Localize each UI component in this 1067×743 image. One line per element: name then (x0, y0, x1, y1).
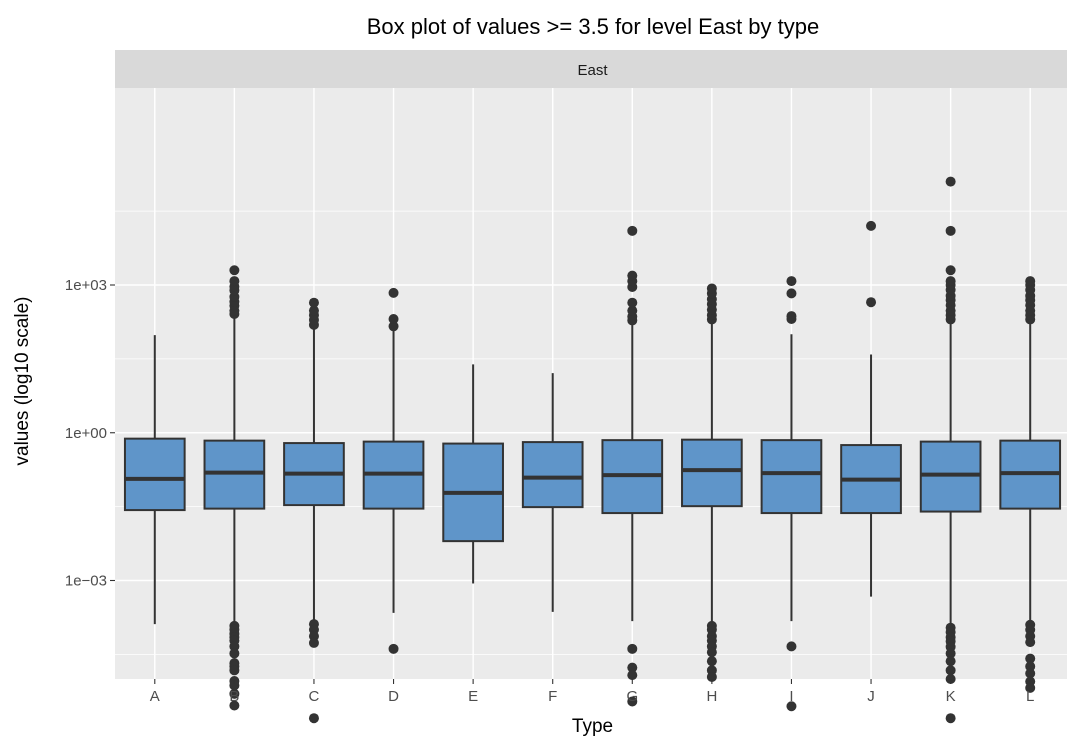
box-group-D (362, 287, 425, 654)
outlier-point (1025, 653, 1036, 664)
box-iqr (123, 437, 186, 512)
y-tick-label: 1e+00 (65, 425, 107, 442)
outlier-point (388, 287, 399, 298)
box-group-E (442, 364, 504, 584)
facet-strip (115, 50, 1067, 88)
box-iqr (681, 438, 743, 508)
outlier-point (945, 656, 956, 667)
x-tick-label: A (150, 688, 160, 705)
outlier-point (786, 288, 797, 299)
box-group-G (601, 225, 664, 707)
box-group-H (681, 283, 743, 682)
x-tick-label: J (867, 688, 875, 705)
outlier-point (1025, 276, 1036, 287)
box-group-F (521, 373, 584, 612)
minor-gridlines (115, 210, 1067, 655)
outlier-point (627, 270, 638, 281)
outlier-point (229, 700, 240, 711)
x-tick-label: L (1026, 688, 1034, 705)
outlier-point (388, 321, 399, 332)
y-tick-label: 1e+03 (65, 277, 107, 294)
box-group-A (123, 335, 186, 625)
outlier-point (1025, 668, 1036, 679)
outlier-point (1025, 661, 1036, 672)
outlier-point (229, 688, 240, 699)
facet-strip-label: East (577, 62, 608, 79)
outlier-point (706, 656, 717, 667)
outlier-point (866, 220, 877, 231)
outlier-point (706, 647, 717, 658)
outlier-point (388, 314, 399, 325)
outlier-point (229, 648, 240, 659)
outlier-point (945, 176, 956, 187)
box-iqr (521, 441, 584, 509)
outlier-point (945, 265, 956, 276)
outlier-point (229, 641, 240, 652)
outlier-point (308, 637, 319, 648)
outlier-point (308, 297, 319, 308)
outlier-point (627, 696, 638, 707)
outlier-point (706, 671, 717, 682)
x-tick-label: E (468, 688, 478, 705)
box-group-J (840, 220, 902, 597)
outlier-point (1025, 682, 1036, 693)
x-tick-label: D (388, 688, 399, 705)
box-group-B (203, 265, 266, 711)
x-tick-label: K (946, 688, 956, 705)
outlier-point (229, 276, 240, 287)
outlier-point (945, 665, 956, 676)
x-tick-label: I (789, 688, 793, 705)
outlier-point (945, 713, 956, 724)
outlier-point (786, 311, 797, 322)
outlier-point (627, 225, 638, 236)
outlier-point (945, 276, 956, 287)
box-group-L (999, 276, 1062, 693)
box-group-C (283, 297, 345, 724)
outlier-point (786, 701, 797, 712)
x-tick-label: C (309, 688, 320, 705)
outlier-point (308, 305, 319, 316)
outlier-point (229, 265, 240, 276)
box-iqr (760, 439, 823, 515)
outlier-point (786, 276, 797, 287)
x-tick-label: G (626, 688, 638, 705)
outlier-point (627, 643, 638, 654)
chart-title: Box plot of values >= 3.5 for level East… (367, 14, 819, 39)
x-tick-label: H (706, 688, 717, 705)
box-group-K (919, 176, 982, 724)
outlier-point (627, 662, 638, 673)
outlier-point (627, 305, 638, 316)
outlier-point (229, 680, 240, 691)
outlier-point (945, 225, 956, 236)
y-axis: 1e−03 1e+00 1e+03 (65, 277, 115, 590)
x-tick-label: F (548, 688, 557, 705)
outlier-point (866, 297, 877, 308)
x-tick-label: B (229, 688, 239, 705)
plot-panel (115, 88, 1067, 679)
outlier-point (706, 283, 717, 294)
boxplot-series (123, 176, 1062, 724)
outlier-point (229, 665, 240, 676)
outlier-point (308, 713, 319, 724)
outlier-point (1025, 637, 1036, 648)
outlier-point (627, 297, 638, 308)
outlier-point (945, 648, 956, 659)
box-group-I (760, 276, 823, 712)
outlier-point (388, 643, 399, 654)
outlier-point (786, 641, 797, 652)
y-axis-title: values (log10 scale) (12, 297, 33, 466)
x-axis-title: Type (572, 716, 613, 737)
outlier-point (627, 670, 638, 681)
x-axis: A B C D E F G H I J K L (150, 679, 1034, 705)
y-tick-label: 1e−03 (65, 573, 107, 590)
